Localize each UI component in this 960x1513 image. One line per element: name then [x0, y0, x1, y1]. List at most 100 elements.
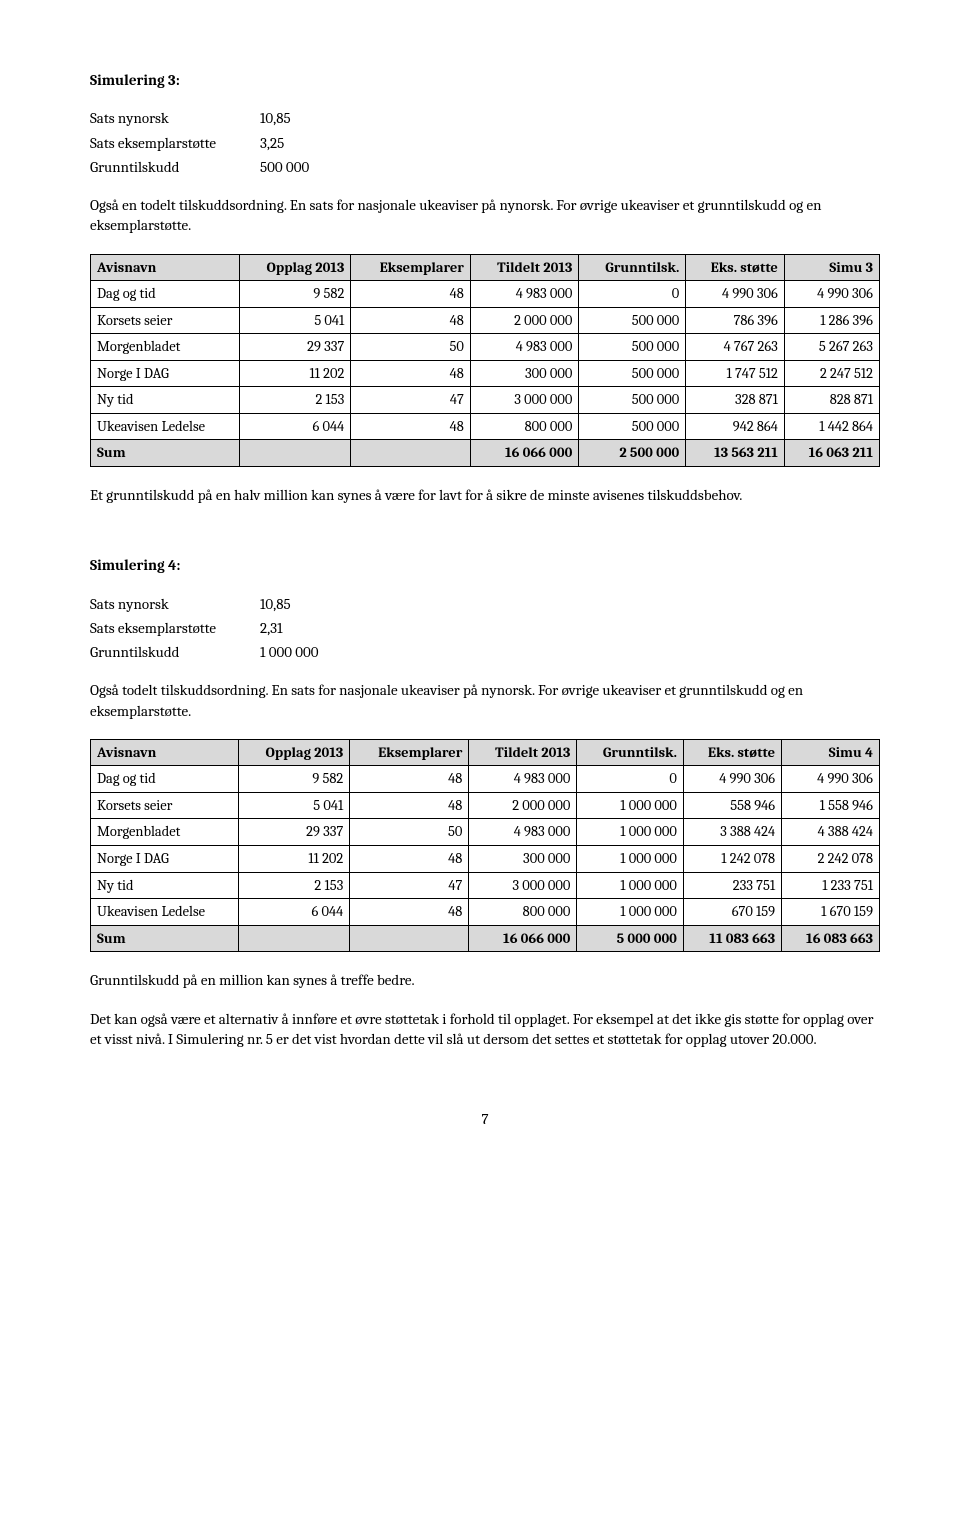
sim4-title: Simulering 4: [90, 555, 880, 575]
table-cell: 48 [351, 413, 471, 440]
table-cell: 0 [579, 281, 686, 308]
table-cell: 1 000 000 [577, 846, 684, 873]
table-cell: 9 582 [239, 281, 351, 308]
table-cell: 1 747 512 [686, 360, 785, 387]
table-cell: 786 396 [686, 307, 785, 334]
table-row: Dag og tid9 582484 983 00004 990 3064 99… [91, 281, 880, 308]
table-cell: 500 000 [579, 360, 686, 387]
col-tildelt: Tildelt 2013 [470, 254, 579, 281]
sim3-table: Avisnavn Opplag 2013 Eksemplarer Tildelt… [90, 254, 880, 468]
table-cell: 2 153 [239, 872, 350, 899]
table-cell: 6 044 [239, 413, 351, 440]
table-cell: Morgenbladet [91, 819, 239, 846]
col-avisnavn: Avisnavn [91, 739, 239, 766]
table-row: Korsets seier5 041482 000 000500 000786 … [91, 307, 880, 334]
table-cell: 5 041 [239, 307, 351, 334]
table-cell: 2 000 000 [469, 792, 577, 819]
table-cell: 13 563 211 [686, 440, 785, 467]
col-eksstotte: Eks. støtte [686, 254, 785, 281]
col-opplag: Opplag 2013 [239, 254, 351, 281]
table-row: Ukeavisen Ledelse6 04448800 000500 00094… [91, 413, 880, 440]
table-cell: 1 442 864 [784, 413, 879, 440]
table-cell: 48 [350, 899, 469, 926]
col-eksemplarer: Eksemplarer [350, 739, 469, 766]
table-cell: 48 [351, 307, 471, 334]
table-cell: 6 044 [239, 899, 350, 926]
table-cell: Dag og tid [91, 281, 240, 308]
table-cell: 4 388 424 [782, 819, 880, 846]
col-grunntilsk: Grunntilsk. [579, 254, 686, 281]
table-sum-row: Sum16 066 0005 000 00011 083 66316 083 6… [91, 925, 880, 952]
table-cell: 5 041 [239, 792, 350, 819]
table-cell: 233 751 [683, 872, 781, 899]
table-cell: 1 233 751 [782, 872, 880, 899]
param-row: Sats nynorsk 10,85 [90, 594, 880, 614]
table-cell: 1 000 000 [577, 819, 684, 846]
table-cell: 48 [350, 766, 469, 793]
table-cell: 4 767 263 [686, 334, 785, 361]
table-cell: 2 153 [239, 387, 351, 414]
table-cell: Norge I DAG [91, 360, 240, 387]
param-label: Grunntilskudd [90, 157, 260, 177]
param-row: Sats nynorsk 10,85 [90, 108, 880, 128]
table-cell: 1 286 396 [784, 307, 879, 334]
table-cell: 800 000 [470, 413, 579, 440]
table-row: Ukeavisen Ledelse6 04448800 0001 000 000… [91, 899, 880, 926]
table-cell: 1 558 946 [782, 792, 880, 819]
param-label: Sats nynorsk [90, 594, 260, 614]
param-value: 3,25 [260, 133, 284, 153]
table-row: Morgenbladet29 337504 983 000500 0004 76… [91, 334, 880, 361]
table-cell: 4 990 306 [683, 766, 781, 793]
table-cell: 2 247 512 [784, 360, 879, 387]
sim3-title: Simulering 3: [90, 70, 880, 90]
table-cell: 1 242 078 [683, 846, 781, 873]
table-cell: 16 063 211 [784, 440, 879, 467]
table-cell: Dag og tid [91, 766, 239, 793]
table-cell: 2 242 078 [782, 846, 880, 873]
table-row: Korsets seier5 041482 000 0001 000 00055… [91, 792, 880, 819]
table-row: Norge I DAG11 20248300 0001 000 0001 242… [91, 846, 880, 873]
table-cell: 16 083 663 [782, 925, 880, 952]
param-value: 1 000 000 [260, 642, 319, 662]
table-cell: 11 083 663 [683, 925, 781, 952]
table-cell: Norge I DAG [91, 846, 239, 873]
table-cell: 48 [350, 792, 469, 819]
table-cell: Sum [91, 925, 239, 952]
table-cell: 48 [351, 360, 471, 387]
table-cell: 5 000 000 [577, 925, 684, 952]
table-row: Ny tid2 153473 000 000500 000328 871828 … [91, 387, 880, 414]
table-cell: 800 000 [469, 899, 577, 926]
table-cell: 0 [577, 766, 684, 793]
table-row: Ny tid2 153473 000 0001 000 000233 7511 … [91, 872, 880, 899]
param-row: Sats eksemplarstøtte 3,25 [90, 133, 880, 153]
table-cell: 11 202 [239, 846, 350, 873]
table-cell: 4 983 000 [469, 819, 577, 846]
table-header-row: Avisnavn Opplag 2013 Eksemplarer Tildelt… [91, 254, 880, 281]
table-cell: 29 337 [239, 819, 350, 846]
table-cell: Ny tid [91, 872, 239, 899]
table-cell: 300 000 [470, 360, 579, 387]
table-cell: 500 000 [579, 307, 686, 334]
param-label: Sats eksemplarstøtte [90, 133, 260, 153]
table-cell: 29 337 [239, 334, 351, 361]
table-cell: 4 983 000 [470, 334, 579, 361]
table-cell: 500 000 [579, 413, 686, 440]
table-header-row: Avisnavn Opplag 2013 Eksemplarer Tildelt… [91, 739, 880, 766]
table-cell: 2 000 000 [470, 307, 579, 334]
param-value: 10,85 [260, 108, 291, 128]
sim4-outro1: Grunntilskudd på en million kan synes å … [90, 970, 880, 990]
table-cell: 4 983 000 [469, 766, 577, 793]
table-cell: Korsets seier [91, 307, 240, 334]
param-label: Sats eksemplarstøtte [90, 618, 260, 638]
table-cell: 300 000 [469, 846, 577, 873]
col-avisnavn: Avisnavn [91, 254, 240, 281]
col-simu: Simu 4 [782, 739, 880, 766]
table-cell: 4 990 306 [686, 281, 785, 308]
param-row: Grunntilskudd 1 000 000 [90, 642, 880, 662]
table-cell: 500 000 [579, 334, 686, 361]
param-row: Sats eksemplarstøtte 2,31 [90, 618, 880, 638]
table-cell: 1 000 000 [577, 792, 684, 819]
table-cell: Ukeavisen Ledelse [91, 413, 240, 440]
table-row: Dag og tid9 582484 983 00004 990 3064 99… [91, 766, 880, 793]
sim3-params: Sats nynorsk 10,85 Sats eksemplarstøtte … [90, 108, 880, 177]
